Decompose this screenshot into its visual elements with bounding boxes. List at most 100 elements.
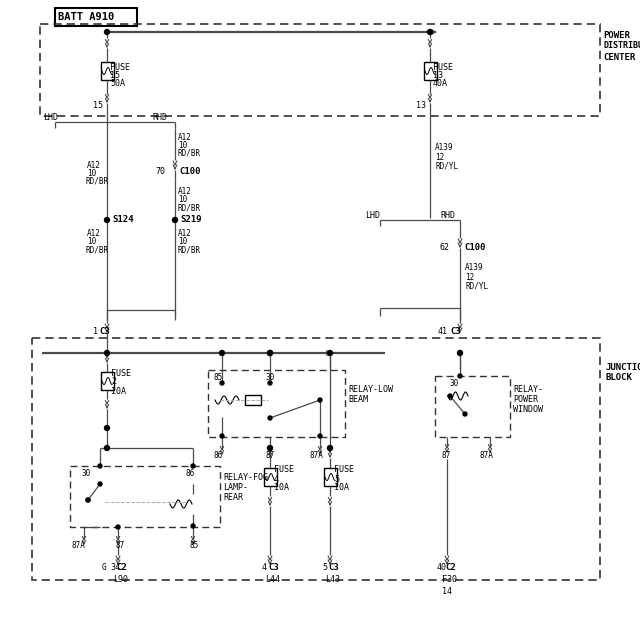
Text: 10: 10 xyxy=(87,168,96,178)
Text: C2: C2 xyxy=(445,563,456,573)
Circle shape xyxy=(98,482,102,486)
Circle shape xyxy=(268,350,273,355)
Bar xyxy=(435,376,510,437)
Text: S124: S124 xyxy=(112,215,134,224)
Text: FUSE: FUSE xyxy=(274,466,294,474)
Text: FUSE: FUSE xyxy=(111,369,131,377)
Circle shape xyxy=(173,217,177,222)
Text: 50A: 50A xyxy=(110,79,125,88)
Text: 85: 85 xyxy=(214,374,223,382)
Circle shape xyxy=(220,381,224,385)
Bar xyxy=(264,468,276,486)
Circle shape xyxy=(86,498,90,502)
Text: A139: A139 xyxy=(435,144,454,152)
Text: C100: C100 xyxy=(464,244,486,253)
Text: 10: 10 xyxy=(178,195,188,205)
Text: REAR: REAR xyxy=(223,493,243,503)
Text: 10A: 10A xyxy=(111,386,126,396)
Circle shape xyxy=(104,350,109,355)
Text: L90: L90 xyxy=(113,575,128,585)
Bar xyxy=(40,24,600,116)
Text: 30: 30 xyxy=(265,374,275,382)
Circle shape xyxy=(458,374,462,378)
Text: POWER: POWER xyxy=(513,396,538,404)
Text: FUSE: FUSE xyxy=(110,64,130,72)
Bar xyxy=(100,372,113,390)
Circle shape xyxy=(328,350,333,355)
Circle shape xyxy=(268,445,273,450)
Circle shape xyxy=(318,398,322,402)
Text: 10A: 10A xyxy=(334,483,349,493)
Text: A12: A12 xyxy=(87,229,101,239)
Circle shape xyxy=(220,434,224,438)
Text: 86: 86 xyxy=(185,469,195,479)
Bar xyxy=(70,466,220,527)
Circle shape xyxy=(191,464,195,468)
Circle shape xyxy=(104,445,109,450)
Text: A12: A12 xyxy=(87,161,101,169)
Bar xyxy=(245,395,261,405)
Circle shape xyxy=(191,524,195,528)
Text: C3: C3 xyxy=(268,563,279,573)
Circle shape xyxy=(220,350,225,355)
Text: C3: C3 xyxy=(450,328,461,336)
Text: L43: L43 xyxy=(325,575,340,585)
Text: 87A: 87A xyxy=(310,450,324,459)
Text: 40A: 40A xyxy=(433,79,448,88)
Text: RD/BR: RD/BR xyxy=(85,246,108,255)
Text: 4: 4 xyxy=(262,563,267,573)
Text: 87A: 87A xyxy=(480,450,494,459)
Circle shape xyxy=(104,425,109,430)
Text: CENTER: CENTER xyxy=(603,52,636,62)
Text: RHD: RHD xyxy=(152,113,167,122)
Text: 85: 85 xyxy=(190,541,199,549)
Circle shape xyxy=(448,394,452,398)
Text: 4: 4 xyxy=(274,474,279,483)
Circle shape xyxy=(98,464,102,468)
Text: L44: L44 xyxy=(265,575,280,585)
Bar xyxy=(55,8,137,26)
Text: A12: A12 xyxy=(178,229,192,239)
Bar xyxy=(100,62,113,80)
Circle shape xyxy=(428,30,433,35)
Text: C2: C2 xyxy=(116,563,127,573)
Text: BLOCK: BLOCK xyxy=(605,374,632,382)
Text: 15: 15 xyxy=(93,101,103,110)
Text: RD/BR: RD/BR xyxy=(178,203,201,212)
Text: FUSE: FUSE xyxy=(334,466,354,474)
Text: A12: A12 xyxy=(178,132,192,142)
Text: 15: 15 xyxy=(110,71,120,81)
Circle shape xyxy=(268,416,272,420)
Text: S219: S219 xyxy=(180,215,202,224)
Text: C100: C100 xyxy=(179,166,200,176)
Text: 87: 87 xyxy=(442,450,451,459)
Text: 12: 12 xyxy=(435,152,444,161)
Circle shape xyxy=(268,381,272,385)
Text: LAMP-: LAMP- xyxy=(223,483,248,493)
Text: 10: 10 xyxy=(178,238,188,246)
Circle shape xyxy=(458,350,463,355)
Text: 87A: 87A xyxy=(72,541,86,549)
Text: LHD: LHD xyxy=(43,113,58,122)
Text: RELAY-: RELAY- xyxy=(513,386,543,394)
Text: WINDOW: WINDOW xyxy=(513,406,543,415)
Text: A139: A139 xyxy=(465,263,483,273)
Text: 10A: 10A xyxy=(274,483,289,493)
Circle shape xyxy=(463,412,467,416)
Circle shape xyxy=(104,30,109,35)
Text: 10: 10 xyxy=(87,238,96,246)
Text: 13: 13 xyxy=(416,101,426,110)
Text: 30: 30 xyxy=(450,379,460,389)
Circle shape xyxy=(328,445,333,450)
Text: 5: 5 xyxy=(334,474,339,483)
Text: DISTRIBUTION: DISTRIBUTION xyxy=(603,42,640,50)
Text: G: G xyxy=(102,563,107,573)
Text: RD/BR: RD/BR xyxy=(178,246,201,255)
Text: C3: C3 xyxy=(328,563,339,573)
Text: LHD: LHD xyxy=(365,212,380,220)
Text: C3: C3 xyxy=(99,328,109,336)
Text: JUNCTION: JUNCTION xyxy=(605,364,640,372)
Circle shape xyxy=(268,350,273,355)
Text: BEAM: BEAM xyxy=(348,396,368,404)
Text: RD/YL: RD/YL xyxy=(465,282,488,290)
